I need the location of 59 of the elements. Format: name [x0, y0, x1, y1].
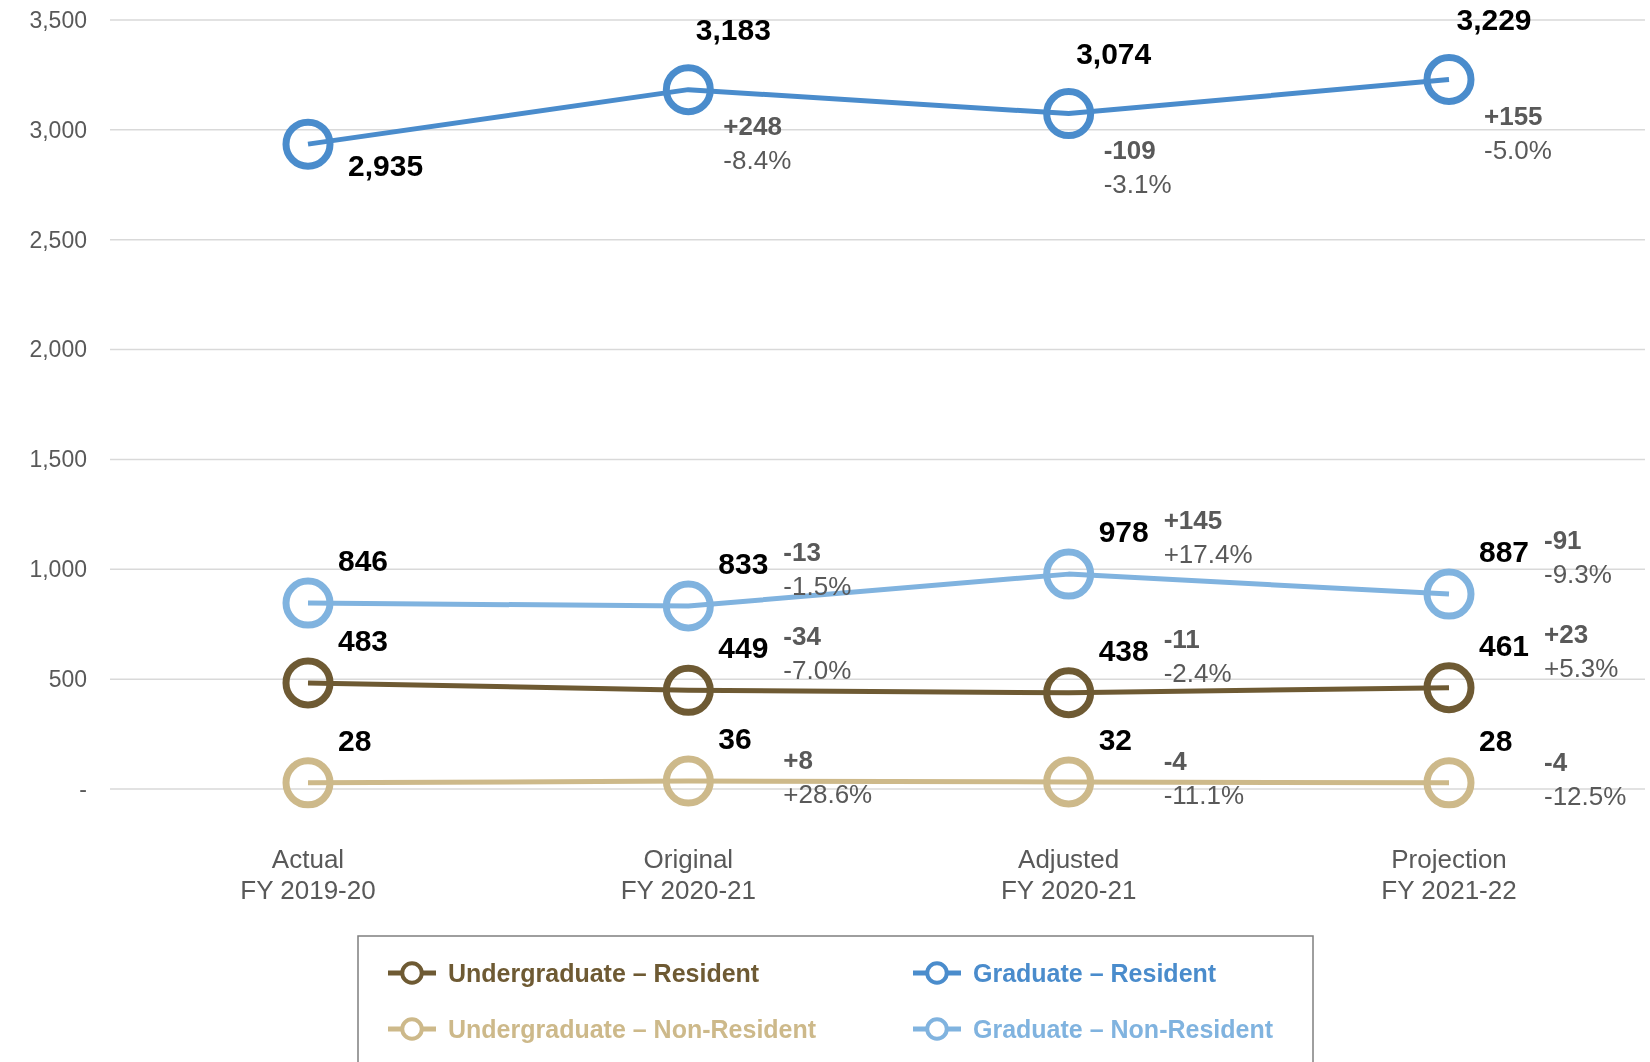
y-tick-label: 500 [48, 666, 87, 692]
annotation: -13 -1.5% [783, 536, 852, 601]
point [1043, 667, 1095, 719]
point [282, 577, 334, 629]
y-tick-label: 1,000 [29, 556, 87, 583]
y-tick-label: - [79, 775, 87, 802]
data-label: 887 [1479, 535, 1530, 569]
point [662, 664, 714, 716]
annotation: -91 -9.3% [1544, 525, 1612, 590]
data-label: 483 [338, 623, 389, 657]
annotation: +145 +17.4% [1163, 505, 1253, 570]
point [662, 64, 714, 116]
data-label: 2,935 [348, 149, 424, 183]
x-tick-label: Adjusted FY 2020-21 [1000, 844, 1137, 905]
annotation: +155 -5.0% [1484, 100, 1552, 165]
data-label: 833 [718, 546, 769, 580]
data-label: 3,074 [1076, 36, 1152, 70]
point [1043, 88, 1095, 140]
annotation: +248 -8.4% [723, 110, 792, 175]
y-tick-label: 2,500 [29, 226, 87, 253]
point [282, 118, 334, 170]
point [282, 757, 334, 809]
annotation: -109 -3.1% [1103, 134, 1172, 199]
point [662, 755, 714, 807]
x-tick-label: Projection FY 2021-22 [1381, 844, 1517, 905]
data-label: 3,183 [695, 12, 771, 46]
legend-label: Undergraduate – Resident [448, 959, 760, 987]
annotation: -4 -12.5% [1544, 746, 1627, 811]
x-tick-label: Actual FY 2019-20 [240, 844, 376, 905]
annotation: +23 +5.3% [1544, 618, 1619, 683]
legend-label: Undergraduate – Non-Resident [448, 1015, 817, 1043]
annotation: +8 +28.6% [783, 745, 873, 810]
data-label: 461 [1479, 628, 1530, 662]
annotation: -4 -11.1% [1163, 745, 1245, 810]
y-tick-label: 1,500 [29, 446, 87, 473]
point [1423, 757, 1475, 809]
annotation: -34 -7.0% [783, 621, 852, 686]
data-label: 32 [1098, 722, 1133, 756]
point [662, 580, 714, 632]
point [282, 657, 334, 709]
data-label: 449 [718, 631, 769, 665]
legend-label: Graduate – Resident [973, 959, 1217, 987]
data-label: 846 [338, 544, 389, 578]
y-tick-label: 3,500 [29, 6, 87, 33]
x-tick-label: Original FY 2020-21 [620, 844, 757, 905]
data-label: 28 [1479, 723, 1513, 757]
annotation: -11 -2.4% [1163, 623, 1232, 688]
data-label: 3,229 [1456, 2, 1532, 36]
point [1423, 662, 1475, 714]
point [1043, 548, 1095, 600]
point [1423, 568, 1475, 620]
point [1043, 756, 1095, 808]
y-tick-label: 2,000 [29, 336, 87, 363]
data-label: 978 [1098, 515, 1149, 549]
y-tick-label: 3,000 [29, 116, 87, 143]
data-label: 36 [718, 722, 752, 756]
data-label: 28 [338, 723, 372, 757]
data-label: 438 [1098, 633, 1149, 667]
legend-label: Graduate – Non-Resident [973, 1015, 1274, 1043]
